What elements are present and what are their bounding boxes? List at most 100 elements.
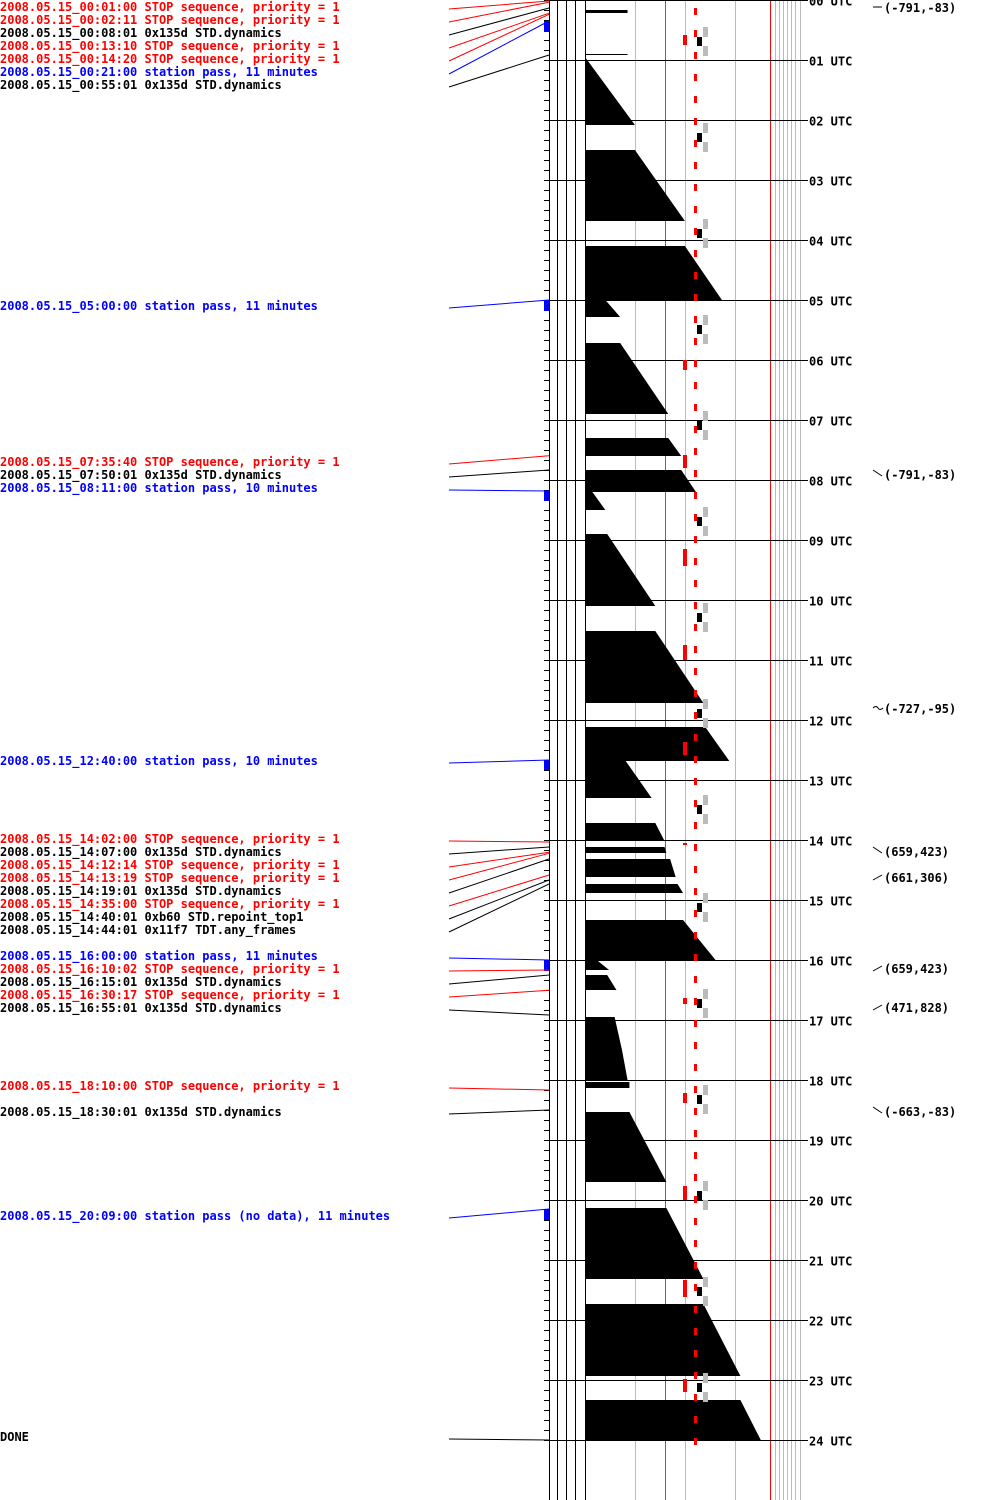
hour-label: 15 UTC	[809, 895, 852, 909]
red-dash	[694, 338, 697, 345]
station-pass-marker	[544, 21, 549, 32]
red-dash	[694, 800, 697, 807]
red-dash	[694, 470, 697, 477]
fill-segment	[585, 884, 684, 893]
red-dash	[694, 998, 697, 1005]
black-marker	[697, 999, 702, 1008]
event-label: 2008.05.15_16:10:02 STOP sequence, prior…	[0, 962, 340, 977]
red-dash	[694, 646, 697, 653]
black-marker	[697, 37, 702, 46]
hour-label: 14 UTC	[809, 835, 852, 849]
gray-marker	[703, 989, 708, 999]
red-dash	[694, 1108, 697, 1115]
red-dash	[694, 316, 697, 323]
gray-marker	[703, 1200, 708, 1210]
annotation-label: (-663,-83)	[884, 1105, 956, 1119]
fill-segment	[585, 438, 682, 456]
red-dash	[694, 8, 697, 15]
event-connector	[448, 1109, 550, 1115]
hour-label: 16 UTC	[809, 955, 852, 969]
fill-segment	[585, 246, 722, 300]
gray-marker	[703, 219, 708, 229]
red-block	[683, 742, 687, 755]
event-connector	[448, 1087, 550, 1091]
event-connector	[448, 883, 550, 933]
black-marker	[697, 1287, 702, 1296]
fill-segment	[585, 1400, 761, 1440]
gray-marker	[703, 430, 708, 440]
event-connector	[448, 12, 550, 49]
red-dash	[694, 74, 697, 81]
hour-label: 11 UTC	[809, 655, 852, 669]
hour-label: 21 UTC	[809, 1255, 852, 1269]
event-label: 2008.05.15_14:44:01 0x11f7 TDT.any_frame…	[0, 923, 296, 938]
black-marker	[697, 1095, 702, 1104]
event-connector	[448, 54, 550, 88]
red-dash	[694, 844, 697, 851]
red-dash	[694, 1350, 697, 1357]
red-dash	[694, 558, 697, 565]
red-dash	[694, 1284, 697, 1291]
fill-segment	[585, 920, 717, 961]
annotation-mark-icon	[872, 1106, 883, 1114]
red-dash	[694, 734, 697, 741]
red-dash	[694, 52, 697, 59]
event-connector	[448, 874, 550, 907]
event-connector	[448, 759, 550, 764]
annotation-mark-icon	[872, 469, 883, 477]
event-label: DONE	[0, 1430, 29, 1444]
hour-label: 06 UTC	[809, 355, 852, 369]
red-dash	[694, 118, 697, 125]
red-dash	[694, 690, 697, 697]
hour-label: 04 UTC	[809, 235, 852, 249]
fill-segment	[585, 1050, 628, 1080]
gray-marker	[703, 142, 708, 152]
gray-marker	[703, 795, 708, 805]
event-label: 2008.05.15_00:14:20 STOP sequence, prior…	[0, 52, 340, 67]
event-connector	[448, 879, 550, 920]
fill-segment	[585, 57, 635, 125]
fill-segment	[585, 1208, 704, 1279]
hour-label: 03 UTC	[809, 175, 852, 189]
gray-marker	[703, 411, 708, 421]
gray-marker	[703, 46, 708, 56]
event-label: 2008.05.15_12:40:00 station pass, 10 min…	[0, 754, 318, 769]
fill-segment	[585, 823, 665, 841]
gray-marker	[703, 912, 708, 922]
red-dash	[694, 822, 697, 829]
event-connector	[448, 851, 550, 868]
event-connector	[448, 13, 550, 62]
event-connector	[448, 852, 550, 881]
black-marker	[697, 421, 702, 430]
red-dash	[694, 1438, 697, 1445]
hour-label: 19 UTC	[809, 1135, 852, 1149]
black-marker	[697, 613, 702, 622]
annotation-mark-icon	[872, 874, 883, 881]
fill-segment	[585, 727, 730, 761]
event-label: 2008.05.15_00:08:01 0x135d STD.dynamics	[0, 26, 282, 41]
gray-marker	[703, 893, 708, 903]
black-marker	[697, 229, 702, 238]
red-dash	[694, 1042, 697, 1049]
event-label: 2008.05.15_08:11:00 station pass, 10 min…	[0, 481, 318, 496]
gray-marker	[703, 315, 708, 325]
red-block	[683, 1093, 687, 1103]
red-dash	[694, 536, 697, 543]
hour-label: 01 UTC	[809, 55, 852, 69]
gray-marker	[703, 507, 708, 517]
red-block	[683, 549, 687, 566]
red-dash	[694, 514, 697, 521]
gray-marker	[703, 603, 708, 613]
gray-marker	[703, 1296, 708, 1306]
red-dash	[694, 712, 697, 719]
red-dash	[694, 778, 697, 785]
black-marker	[697, 517, 702, 526]
black-marker	[697, 1191, 702, 1200]
red-block	[683, 35, 687, 45]
fill-segment	[585, 761, 652, 798]
red-dash	[694, 1064, 697, 1071]
gray-marker	[703, 526, 708, 536]
hour-label: 07 UTC	[809, 415, 852, 429]
event-connector	[448, 1009, 550, 1016]
